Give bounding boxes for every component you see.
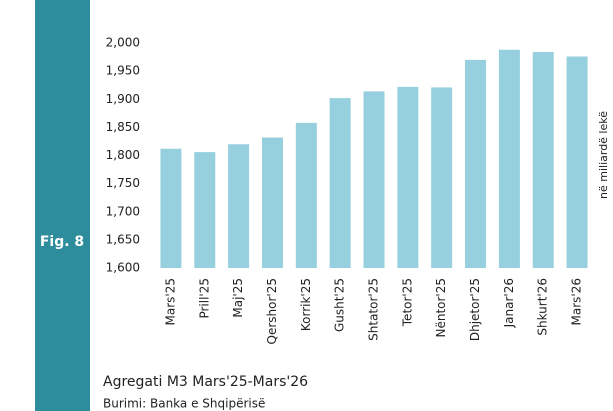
y-tick-label: 1,600 bbox=[106, 261, 140, 275]
x-tick-label: Maj'25 bbox=[231, 278, 245, 318]
bar bbox=[532, 52, 554, 268]
bar bbox=[465, 59, 487, 268]
bar bbox=[160, 148, 182, 268]
x-tick-label: Mars'26 bbox=[570, 278, 584, 325]
x-tick-label: Korrik'25 bbox=[299, 278, 313, 331]
bar bbox=[397, 86, 419, 268]
x-tick-label: Tetor'25 bbox=[400, 278, 414, 327]
bar bbox=[329, 98, 351, 268]
x-tick-label: Prill'25 bbox=[197, 278, 211, 319]
x-tick-label: Qershor'25 bbox=[265, 278, 279, 344]
x-tick-label: Gusht'25 bbox=[333, 278, 347, 332]
x-tick-label: Mars'25 bbox=[163, 278, 177, 325]
bar bbox=[295, 122, 317, 268]
y-tick-label: 2,000 bbox=[106, 36, 140, 50]
y-tick-label: 1,850 bbox=[106, 120, 140, 134]
y-tick-label: 1,700 bbox=[106, 204, 140, 218]
x-tick-label: Nëntor'25 bbox=[434, 278, 448, 338]
fig-label: Fig. 8 bbox=[40, 234, 84, 250]
y-axis-label: në miliardë lekë bbox=[597, 111, 610, 199]
x-tick-label: Janar'26 bbox=[502, 278, 516, 328]
y-tick-label: 1,750 bbox=[106, 176, 140, 190]
x-tick-label: Shkurt'26 bbox=[536, 278, 550, 336]
bar bbox=[431, 87, 453, 268]
y-tick-label: 1,650 bbox=[106, 232, 140, 246]
bar bbox=[261, 137, 283, 268]
y-tick-label: 1,900 bbox=[106, 92, 140, 106]
chart-title: Agregati M3 Mars'25-Mars'26 bbox=[103, 374, 308, 390]
x-tick-label: Shtator'25 bbox=[367, 278, 381, 341]
y-tick-label: 1,800 bbox=[106, 148, 140, 162]
bar bbox=[498, 49, 520, 268]
bar bbox=[228, 144, 250, 268]
fig-band bbox=[35, 0, 90, 411]
y-tick-label: 1,950 bbox=[106, 64, 140, 78]
chart-source: Burimi: Banka e Shqipërisë bbox=[103, 397, 265, 411]
bar bbox=[194, 152, 216, 268]
x-tick-label: Dhjetor'25 bbox=[468, 278, 482, 341]
bar bbox=[363, 91, 385, 268]
bar bbox=[566, 56, 588, 268]
